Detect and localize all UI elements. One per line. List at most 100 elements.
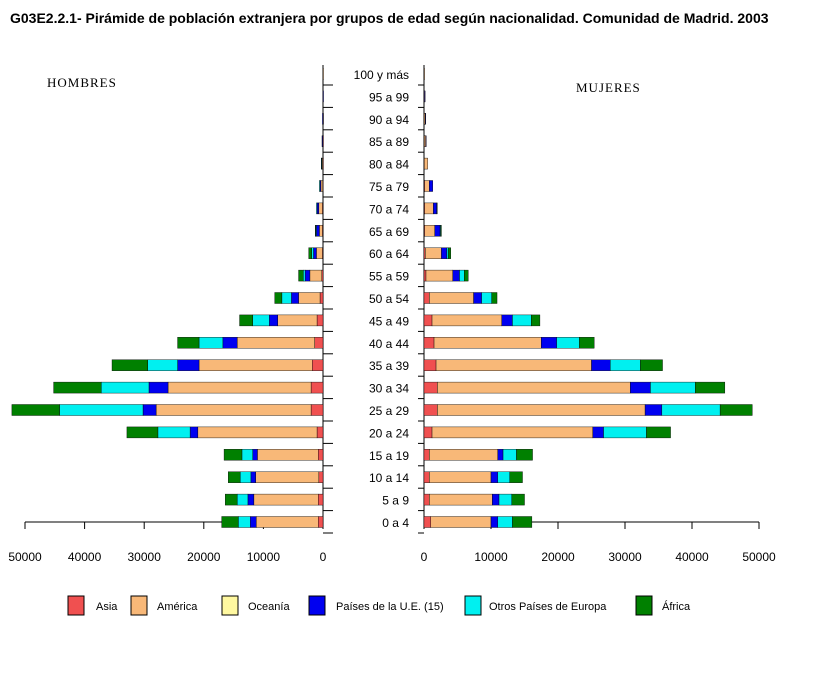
bar-mujeres-3 <box>473 292 482 304</box>
bar-hombres-1 <box>298 292 321 304</box>
legend-label: América <box>157 601 198 613</box>
age-group-label: 0 a 4 <box>382 516 409 530</box>
bar-mujeres-3 <box>490 516 498 528</box>
bar-hombres-4 <box>101 381 150 394</box>
left-tick-label: 10000 <box>247 550 281 564</box>
bar-hombres-0 <box>318 493 324 506</box>
bar-mujeres-1 <box>435 359 592 371</box>
bars-group <box>11 68 753 528</box>
age-group-label: 75 a 79 <box>369 180 409 194</box>
bar-hombres-5 <box>228 471 241 483</box>
bar-hombres-3 <box>316 202 320 215</box>
bar-hombres-3 <box>250 516 257 528</box>
bar-mujeres-4 <box>498 493 512 506</box>
bar-hombres-5 <box>111 359 148 371</box>
age-group-label: 10 a 14 <box>369 471 409 485</box>
legend-swatch <box>130 595 148 616</box>
bar-mujeres-4 <box>497 516 513 528</box>
legend-label: Oceanía <box>248 601 290 613</box>
bar-mujeres-1 <box>425 269 454 282</box>
bar-mujeres-4 <box>502 449 517 461</box>
bar-hombres-5 <box>239 314 253 327</box>
bar-mujeres-0 <box>423 493 430 506</box>
bar-hombres-4 <box>238 516 251 528</box>
bar-mujeres-0 <box>423 269 427 282</box>
bar-hombres-3 <box>313 247 317 259</box>
left-tick-label: 40000 <box>68 550 102 564</box>
bar-hombres-4 <box>239 471 252 483</box>
age-group-label: 5 a 9 <box>382 494 409 508</box>
bar-hombres-1 <box>197 426 318 439</box>
bar-mujeres-1 <box>424 135 426 147</box>
bar-hombres-1 <box>322 68 324 80</box>
bar-mujeres-4 <box>661 404 721 416</box>
bar-hombres-3 <box>252 449 258 461</box>
center-age-axis: 0 a 4 5 a 9 10 a 14 15 a 19 20 a 24 25 a 29 30… <box>322 65 425 534</box>
bar-mujeres-0 <box>423 471 430 483</box>
bar-mujeres-0 <box>423 426 433 439</box>
bar-hombres-0 <box>310 381 324 394</box>
bar-hombres-5 <box>225 493 238 506</box>
bar-hombres-4 <box>147 359 178 371</box>
age-group-label: 45 a 49 <box>369 314 409 328</box>
bar-mujeres-5 <box>695 381 726 394</box>
bar-mujeres-5 <box>579 337 595 349</box>
bar-mujeres-0 <box>423 247 426 259</box>
bar-mujeres-1 <box>431 314 502 327</box>
right-tick-label: 0 <box>421 550 428 564</box>
bar-hombres-3 <box>250 471 256 483</box>
bar-hombres-0 <box>314 337 324 349</box>
bar-hombres-3 <box>142 404 157 416</box>
bar-mujeres-1 <box>424 225 435 237</box>
bar-hombres-0 <box>312 359 324 371</box>
right-x-axis: 0 10000 20000 30000 40000 50000 <box>421 521 776 564</box>
bar-mujeres-5 <box>440 225 442 237</box>
bar-mujeres-4 <box>481 292 492 304</box>
bar-hombres-5 <box>308 247 312 259</box>
bar-hombres-5 <box>298 269 304 282</box>
bar-mujeres-1 <box>425 247 442 259</box>
bar-hombres-5 <box>274 292 283 304</box>
age-group-label: 30 a 34 <box>369 382 409 396</box>
bar-mujeres-4 <box>610 359 641 371</box>
bar-hombres-1 <box>236 337 315 349</box>
bar-hombres-3 <box>189 426 199 439</box>
bar-mujeres-3 <box>541 337 557 349</box>
bar-mujeres-1 <box>429 493 493 506</box>
bar-mujeres-4 <box>556 337 580 349</box>
age-group-label: 20 a 24 <box>369 426 409 440</box>
bar-hombres-1 <box>316 247 323 259</box>
bar-mujeres-4 <box>459 269 465 282</box>
bar-hombres-3 <box>247 493 255 506</box>
bar-mujeres-3 <box>591 359 611 371</box>
bar-hombres-3 <box>222 337 238 349</box>
hombres-label: HOMBRES <box>47 75 117 90</box>
bar-mujeres-0 <box>423 314 433 327</box>
bar-mujeres-5 <box>491 292 498 304</box>
bar-mujeres-1 <box>429 449 498 461</box>
bar-mujeres-0 <box>423 337 435 349</box>
bar-mujeres-0 <box>423 404 438 416</box>
bar-hombres-3 <box>322 113 324 125</box>
bar-mujeres-1 <box>424 157 428 170</box>
bar-mujeres-4 <box>446 247 449 259</box>
bar-hombres-5 <box>53 381 102 394</box>
bar-hombres-0 <box>318 449 324 461</box>
bar-mujeres-3 <box>592 426 604 439</box>
bar-hombres-1 <box>198 359 313 371</box>
age-group-label: 35 a 39 <box>369 359 409 373</box>
bar-hombres-0 <box>318 516 324 528</box>
bar-mujeres-1 <box>430 516 492 528</box>
bar-mujeres-3 <box>497 449 504 461</box>
bar-hombres-0 <box>316 426 324 439</box>
bar-mujeres-3 <box>644 404 663 416</box>
bar-hombres-3 <box>316 225 320 237</box>
bar-hombres-0 <box>318 471 324 483</box>
bar-hombres-4 <box>59 404 144 416</box>
bar-mujeres-3 <box>501 314 513 327</box>
bar-hombres-4 <box>303 269 306 282</box>
bar-mujeres-0 <box>423 449 430 461</box>
bar-mujeres-1 <box>429 292 474 304</box>
right-tick-label: 50000 <box>742 550 776 564</box>
bar-mujeres-5 <box>512 516 533 528</box>
